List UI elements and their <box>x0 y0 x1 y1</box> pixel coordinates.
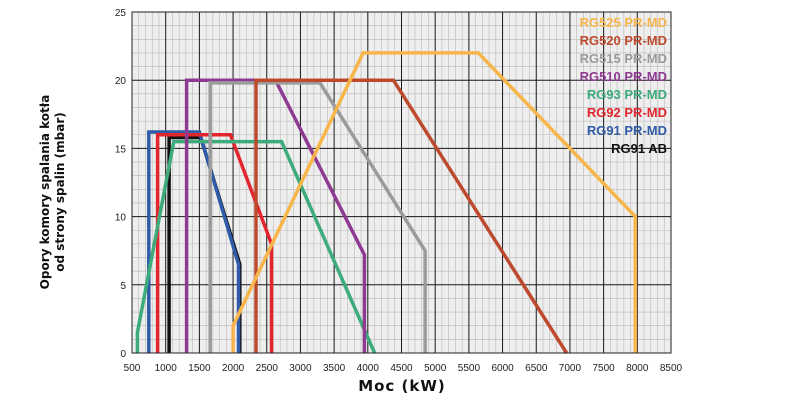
y-axis-label-line-2: od strony spalin (mbar) <box>53 112 67 271</box>
series-line-rg91-pr-md <box>147 130 241 353</box>
y-tick-label: 0 <box>120 349 126 360</box>
y-axis-ticks: 0 5 10 15 20 25 <box>115 8 127 360</box>
series-line-rg525-pr-md <box>231 51 638 353</box>
x-tick-label: 6500 <box>525 363 548 374</box>
x-tick-label: 5500 <box>458 363 481 374</box>
series-layer <box>135 51 638 354</box>
legend-entry-rg510-pr-md: RG510 PR-MD <box>580 69 667 84</box>
y-tick-label: 15 <box>115 144 127 155</box>
x-tick-label: 3500 <box>323 363 346 374</box>
legend-entry-rg92-pr-md: RG92 PR-MD <box>587 105 667 120</box>
y-tick-label: 5 <box>120 281 126 292</box>
x-tick-label: 3000 <box>289 363 312 374</box>
x-tick-label: 500 <box>124 363 141 374</box>
x-tick-label: 4500 <box>390 363 413 374</box>
x-tick-label: 8500 <box>660 363 683 374</box>
x-tick-label: 1500 <box>188 363 211 374</box>
series-line-rg520-pr-md <box>254 78 569 354</box>
series-line-rg515-pr-md <box>208 81 427 353</box>
x-tick-label: 7500 <box>592 363 615 374</box>
legend: RG525 PR-MD RG520 PR-MD RG515 PR-MD RG510 P… <box>580 15 667 156</box>
series-line-rg92-pr-md <box>155 133 274 353</box>
x-axis-label: Moc (kW) <box>358 377 446 395</box>
x-tick-label: 2000 <box>222 363 245 374</box>
x-tick-label: 5000 <box>424 363 447 374</box>
legend-entry-rg91-ab: RG91 AB <box>611 141 667 156</box>
plot-frame <box>131 11 672 354</box>
x-tick-label: 6000 <box>491 363 514 374</box>
legend-entry-rg520-pr-md: RG520 PR-MD <box>580 33 667 48</box>
legend-entry-rg91-pr-md: RG91 PR-MD <box>587 123 667 138</box>
legend-entry-rg525-pr-md: RG525 PR-MD <box>580 15 667 30</box>
series-line-rg93-pr-md <box>135 139 377 354</box>
y-tick-label: 10 <box>115 213 127 224</box>
x-tick-label: 7000 <box>559 363 582 374</box>
legend-entry-rg515-pr-md: RG515 PR-MD <box>580 51 667 66</box>
x-tick-label: 4000 <box>357 363 380 374</box>
y-tick-label: 20 <box>115 76 127 87</box>
x-axis-ticks: 500 1000 1500 2000 2500 3000 3500 4000 4500 5000 5… <box>124 363 683 374</box>
y-axis-label-line-1: Opory komory spalania kotła <box>38 95 52 290</box>
x-tick-label: 8000 <box>626 363 649 374</box>
x-tick-label: 1000 <box>155 363 178 374</box>
y-tick-label: 25 <box>115 8 127 19</box>
legend-entry-rg93-pr-md: RG93 PR-MD <box>587 87 667 102</box>
x-tick-label: 2500 <box>256 363 279 374</box>
